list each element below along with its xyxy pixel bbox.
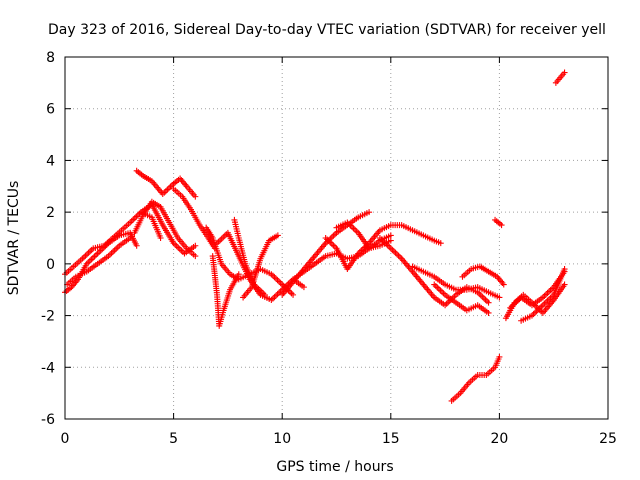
- x-tick-label: 5: [169, 431, 178, 447]
- series-arc-20: [459, 263, 507, 288]
- data-point: [300, 284, 307, 291]
- y-tick-label: 0: [46, 257, 55, 273]
- data-point: [387, 232, 394, 239]
- series-arc-12: [240, 232, 281, 301]
- series-arc-9: [209, 253, 242, 329]
- series-arc-18: [409, 263, 503, 301]
- x-tick-label: 10: [273, 431, 291, 447]
- data-point: [498, 222, 505, 229]
- series-arc-5: [133, 167, 199, 200]
- data-point: [561, 281, 568, 288]
- series-arc-25: [518, 266, 568, 324]
- data-point: [387, 237, 394, 244]
- data-point: [561, 69, 568, 76]
- data-point: [192, 242, 199, 249]
- data-points: [62, 69, 568, 404]
- data-point: [133, 242, 140, 249]
- data-point: [157, 235, 164, 241]
- data-point: [437, 240, 444, 247]
- x-axis-title: GPS time / hours: [276, 459, 393, 475]
- y-tick-label: -4: [41, 360, 55, 376]
- x-tick-label: 0: [61, 431, 70, 447]
- series-arc-22: [492, 216, 505, 229]
- data-point: [500, 281, 507, 288]
- series-arc-19: [431, 281, 492, 316]
- x-tick-label: 15: [382, 431, 400, 447]
- chart-title: Day 323 of 2016, Sidereal Day-to-day VTE…: [48, 22, 606, 38]
- series-arc-2: [62, 209, 164, 278]
- grid-lines: [65, 57, 608, 419]
- y-tick-label: -6: [41, 412, 55, 428]
- data-point: [192, 253, 199, 260]
- data-point: [485, 299, 492, 306]
- data-point: [235, 271, 242, 278]
- axis-ticks: 0 5 10 15 20 25 -6 -4 -2 0 2 4 6 8: [41, 50, 617, 447]
- y-tick-label: 4: [46, 153, 55, 169]
- data-point: [127, 235, 134, 241]
- y-tick-label: -2: [41, 309, 55, 325]
- x-tick-label: 20: [490, 431, 508, 447]
- y-tick-label: 6: [46, 102, 55, 118]
- series-arc-7: [170, 185, 218, 252]
- data-point: [274, 232, 281, 239]
- y-axis-title: SDTVAR / TECUs: [6, 181, 22, 296]
- series-arc-24: [507, 268, 568, 311]
- data-point: [496, 294, 503, 301]
- data-point: [261, 291, 268, 298]
- plot-frame: [64, 56, 609, 420]
- data-point: [366, 209, 373, 216]
- data-point: [496, 353, 503, 360]
- series-arc-15: [322, 222, 444, 273]
- data-point: [561, 266, 568, 273]
- x-tick-label: 25: [599, 431, 617, 447]
- y-tick-label: 2: [46, 205, 55, 221]
- series-arc-26: [552, 69, 568, 86]
- series-arc-21: [448, 353, 503, 404]
- series-arc-3: [64, 235, 134, 288]
- data-point: [290, 291, 297, 298]
- series-arc-8: [203, 224, 297, 298]
- data-point: [192, 193, 199, 200]
- data-point: [485, 309, 492, 316]
- y-tick-label: 8: [46, 50, 55, 66]
- series-arc-6: [138, 201, 199, 257]
